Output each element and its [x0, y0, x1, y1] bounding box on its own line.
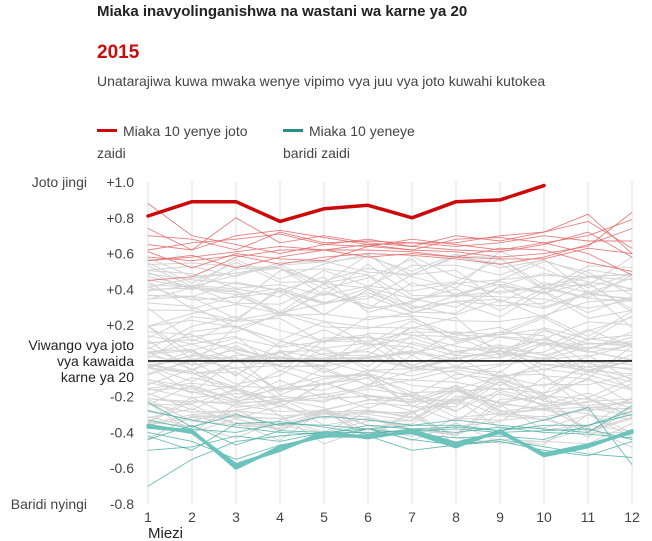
y-tick-label: -0.4 — [110, 424, 134, 440]
y-tick-label: +0.6 — [106, 246, 134, 262]
legend-item-hot: Miaka 10 yenye joto zaidi — [97, 120, 248, 164]
x-tick-label: 9 — [496, 509, 504, 525]
y-tick-label: +0.2 — [106, 317, 134, 333]
series-line-hot-1 — [147, 219, 633, 251]
y-tick-label: +0.4 — [106, 281, 134, 297]
x-tick-label: 8 — [452, 509, 460, 525]
legend-swatch-cold — [283, 128, 303, 132]
series-line-hot-8 — [147, 211, 633, 269]
series-line-cold-6 — [147, 401, 633, 433]
background-year-line — [147, 280, 633, 317]
background-year-line — [147, 351, 633, 388]
background-year-line — [147, 358, 633, 391]
y-annotation-baseline-line3: karne ya 20 — [61, 369, 134, 385]
y-annotation-top: Joto jingi — [32, 174, 87, 190]
y-annotation-bottom: Baridi nyingi — [11, 496, 87, 512]
legend-label-cold-line2: baridi zaidi — [283, 145, 350, 161]
y-tick-label: +0.8 — [106, 210, 134, 226]
series-line-hot-4 — [147, 235, 633, 281]
legend-item-cold: Miaka 10 yeneye baridi zaidi — [283, 120, 415, 164]
background-year-line — [147, 253, 633, 291]
background-year-line — [147, 263, 633, 299]
background-year-line — [147, 274, 633, 309]
series-line-cold-3 — [147, 421, 633, 451]
series-line-cold-7 — [147, 406, 633, 466]
highlight-year-label: 2015 — [97, 42, 140, 63]
background-year-line — [147, 345, 633, 385]
x-tick-label: 1 — [144, 509, 152, 525]
background-year-line — [147, 325, 633, 359]
background-year-line — [147, 379, 633, 417]
series-line-hot-5 — [147, 228, 633, 276]
background-year-line — [147, 360, 633, 395]
background-year-line — [147, 395, 633, 434]
background-year-line — [147, 407, 633, 440]
y-tick-label: +1.0 — [106, 174, 134, 190]
x-tick-label: 10 — [536, 509, 552, 525]
series-line-cold-0 — [147, 431, 633, 487]
x-tick-label: 3 — [232, 509, 240, 525]
x-axis-label: Miezi — [148, 525, 183, 541]
background-year-line — [147, 274, 633, 313]
background-year-line — [147, 325, 633, 363]
legend-label-hot-line1: Miaka 10 yenye joto — [123, 123, 248, 139]
background-year-line — [147, 265, 633, 305]
background-year-line — [147, 312, 633, 345]
background-year-line — [147, 327, 633, 357]
background-year-line — [147, 397, 633, 435]
background-year-line — [147, 292, 633, 327]
legend-label-cold-line1: Miaka 10 yeneye — [309, 123, 415, 139]
series-line-hot-7 — [147, 247, 633, 272]
y-annotation-baseline-line1: Viwango vya joto — [28, 337, 134, 353]
background-year-line — [147, 388, 633, 422]
background-year-line — [147, 311, 633, 344]
background-year-line — [147, 315, 633, 350]
x-tick-label: 11 — [581, 509, 596, 525]
background-year-line — [147, 254, 633, 290]
legend-swatch-hot — [97, 128, 117, 132]
legend-label-hot-line2: zaidi — [97, 145, 126, 161]
series-line-cold-bold-1 — [146, 423, 634, 467]
series-line-hot-3 — [147, 245, 633, 262]
x-tick-label: 2 — [188, 509, 196, 525]
background-year-line — [147, 307, 633, 345]
series-line-cold-5 — [147, 428, 633, 451]
background-year-line — [147, 333, 633, 373]
x-tick-label: 7 — [408, 509, 416, 525]
x-tick-label: 4 — [276, 509, 284, 525]
background-year-line — [147, 267, 633, 296]
background-year-line — [147, 326, 633, 361]
background-year-line — [147, 387, 633, 422]
background-year-line — [147, 285, 633, 319]
background-year-line — [147, 376, 633, 408]
x-tick-label: 12 — [624, 509, 640, 525]
background-year-line — [147, 258, 633, 298]
background-year-line — [147, 393, 633, 432]
background-year-line — [147, 256, 633, 291]
background-year-line — [147, 289, 633, 320]
background-year-line — [147, 373, 633, 409]
background-year-line — [147, 406, 633, 439]
series-line-hot-0 — [147, 220, 633, 251]
y-annotation-baseline-line2: vya kawaida — [57, 353, 134, 369]
background-year-line — [147, 281, 633, 308]
y-tick-label: -0.8 — [110, 496, 134, 512]
background-year-line — [147, 331, 633, 368]
background-year-line — [147, 356, 633, 396]
series-line-hot-9 — [147, 213, 633, 255]
background-year-line — [147, 350, 633, 386]
background-year-line — [147, 361, 633, 400]
series-line-hot-6 — [147, 203, 633, 258]
y-tick-label: -0.2 — [110, 389, 134, 405]
y-tick-label: -0.6 — [110, 460, 134, 476]
background-year-line — [147, 349, 633, 379]
series-line-2015 — [146, 183, 546, 224]
chart-title: Miaka inavyolinganishwa na wastani wa ka… — [97, 3, 468, 20]
chart-subtitle: Unatarajiwa kuwa mwaka wenye vipimo vya … — [97, 73, 546, 89]
background-year-line — [148, 287, 633, 322]
x-tick-label: 6 — [364, 509, 372, 525]
x-tick-label: 5 — [320, 509, 328, 525]
background-year-line — [147, 376, 633, 412]
